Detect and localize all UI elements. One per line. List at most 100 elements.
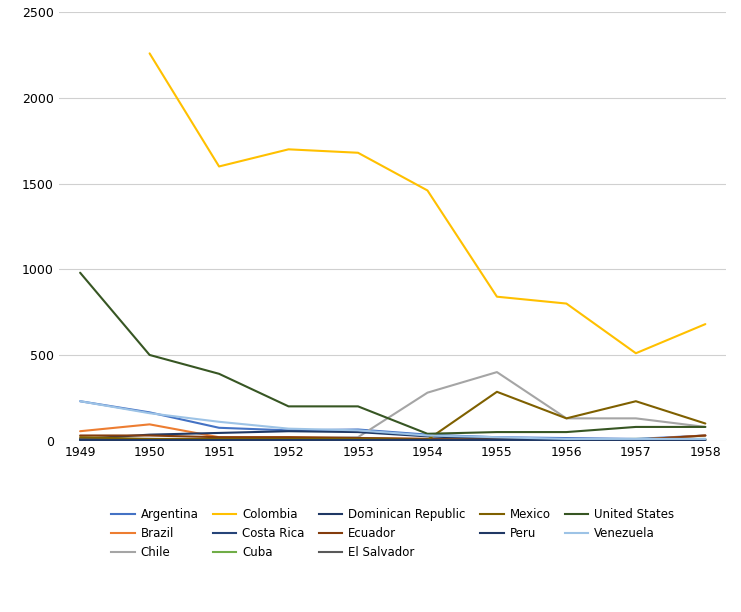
Venezuela bbox=[423, 432, 432, 439]
United States bbox=[493, 428, 502, 436]
United States bbox=[284, 403, 293, 410]
Dominican Republic bbox=[215, 429, 224, 436]
El Salvador bbox=[423, 436, 432, 444]
Line: Colombia: Colombia bbox=[150, 53, 705, 353]
Cuba bbox=[493, 436, 502, 444]
Brazil bbox=[76, 428, 84, 435]
Colombia bbox=[701, 321, 710, 328]
United States bbox=[353, 403, 362, 410]
Peru bbox=[701, 436, 710, 444]
Brazil bbox=[701, 432, 710, 439]
Colombia bbox=[631, 349, 640, 357]
Venezuela bbox=[562, 435, 571, 442]
Colombia bbox=[353, 149, 362, 157]
Colombia bbox=[493, 293, 502, 300]
El Salvador bbox=[631, 436, 640, 444]
Venezuela bbox=[353, 427, 362, 434]
Venezuela bbox=[284, 425, 293, 432]
El Salvador bbox=[353, 436, 362, 444]
Venezuela bbox=[631, 435, 640, 442]
United States bbox=[145, 351, 154, 359]
United States bbox=[215, 370, 224, 378]
Cuba bbox=[423, 436, 432, 444]
Peru bbox=[493, 436, 502, 444]
Ecuador bbox=[423, 435, 432, 442]
Line: Mexico: Mexico bbox=[80, 392, 705, 440]
Line: Brazil: Brazil bbox=[80, 424, 705, 440]
Costa Rica bbox=[701, 436, 710, 444]
El Salvador bbox=[215, 436, 224, 444]
Dominican Republic bbox=[76, 435, 84, 442]
Dominican Republic bbox=[423, 433, 432, 440]
Colombia bbox=[423, 187, 432, 194]
Argentina bbox=[76, 398, 84, 405]
Brazil bbox=[493, 436, 502, 444]
El Salvador bbox=[493, 436, 502, 444]
Legend: Argentina, Brazil, Chile, Colombia, Costa Rica, Cuba, Dominican Republic, Ecuado: Argentina, Brazil, Chile, Colombia, Cost… bbox=[105, 502, 680, 565]
Colombia bbox=[284, 146, 293, 153]
Peru bbox=[562, 436, 571, 444]
Argentina bbox=[631, 435, 640, 442]
Dominican Republic bbox=[353, 428, 362, 436]
Line: United States: United States bbox=[80, 273, 705, 434]
Cuba bbox=[145, 436, 154, 444]
United States bbox=[423, 430, 432, 438]
Mexico bbox=[423, 436, 432, 444]
Brazil bbox=[215, 433, 224, 441]
Dominican Republic bbox=[631, 436, 640, 444]
Ecuador bbox=[284, 433, 293, 441]
Peru bbox=[215, 436, 224, 444]
Brazil bbox=[631, 436, 640, 444]
Line: Costa Rica: Costa Rica bbox=[80, 439, 705, 440]
Chile bbox=[493, 368, 502, 376]
Argentina bbox=[493, 433, 502, 441]
Argentina bbox=[353, 426, 362, 433]
United States bbox=[701, 424, 710, 431]
Peru bbox=[631, 436, 640, 444]
El Salvador bbox=[562, 436, 571, 444]
Cuba bbox=[215, 436, 224, 444]
Argentina bbox=[284, 427, 293, 434]
Ecuador bbox=[215, 433, 224, 441]
Venezuela bbox=[76, 398, 84, 405]
Peru bbox=[423, 436, 432, 444]
Colombia bbox=[145, 50, 154, 57]
Chile bbox=[423, 389, 432, 397]
United States bbox=[631, 424, 640, 431]
Peru bbox=[76, 436, 84, 444]
Venezuela bbox=[701, 435, 710, 442]
Chile bbox=[284, 435, 293, 442]
Venezuela bbox=[215, 418, 224, 425]
Mexico bbox=[701, 420, 710, 427]
Cuba bbox=[562, 436, 571, 444]
Line: Chile: Chile bbox=[80, 372, 705, 440]
Argentina bbox=[215, 424, 224, 431]
Peru bbox=[145, 436, 154, 444]
Mexico bbox=[493, 388, 502, 395]
United States bbox=[76, 269, 84, 277]
Venezuela bbox=[493, 433, 502, 441]
Ecuador bbox=[353, 435, 362, 442]
Ecuador bbox=[562, 436, 571, 444]
Costa Rica bbox=[631, 436, 640, 444]
Mexico bbox=[215, 435, 224, 442]
Cuba bbox=[631, 435, 640, 442]
Costa Rica bbox=[215, 436, 224, 444]
El Salvador bbox=[145, 436, 154, 444]
Costa Rica bbox=[353, 436, 362, 444]
Brazil bbox=[353, 435, 362, 442]
Ecuador bbox=[145, 432, 154, 439]
Costa Rica bbox=[284, 436, 293, 444]
Chile bbox=[76, 436, 84, 444]
Costa Rica bbox=[562, 436, 571, 444]
Chile bbox=[145, 436, 154, 444]
Brazil bbox=[562, 436, 571, 444]
Peru bbox=[353, 436, 362, 444]
Dominican Republic bbox=[284, 428, 293, 435]
Chile bbox=[701, 424, 710, 431]
El Salvador bbox=[701, 436, 710, 444]
Colombia bbox=[562, 300, 571, 307]
Mexico bbox=[145, 435, 154, 442]
Line: Venezuela: Venezuela bbox=[80, 401, 705, 439]
Chile bbox=[215, 436, 224, 444]
